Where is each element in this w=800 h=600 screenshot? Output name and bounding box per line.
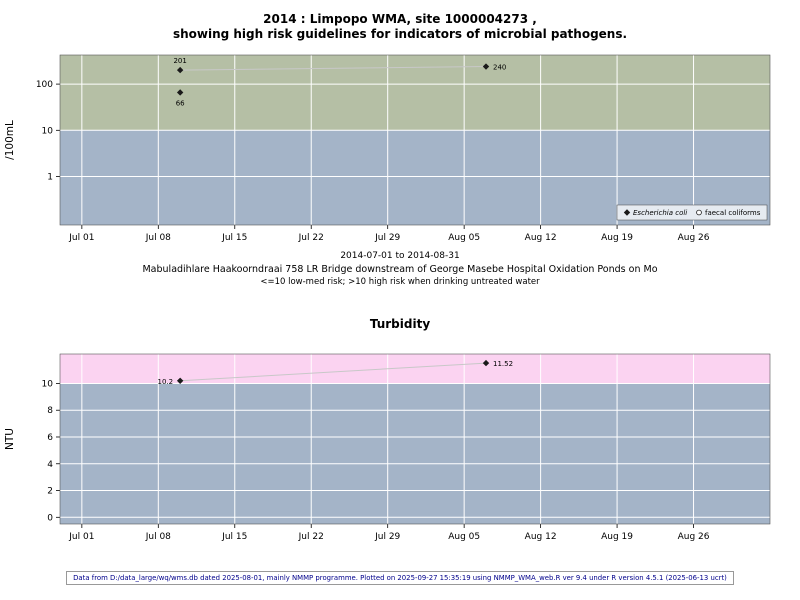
x-axis-tick-label: Aug 19 (601, 233, 633, 243)
x-axis-tick-label: Aug 05 (448, 233, 480, 243)
y-axis-label: NTU (4, 428, 16, 450)
trend-line (180, 362, 487, 382)
x-axis-tick-label: Aug 26 (678, 532, 710, 542)
high-risk-band (60, 55, 770, 131)
x-axis-tick-label: Aug 12 (525, 532, 557, 542)
risk-guideline-caption: <=10 low-med risk; >10 high risk when dr… (260, 277, 540, 287)
data-point-marker (623, 209, 631, 216)
date-range-caption: 2014-07-01 to 2014-08-31 (340, 251, 460, 261)
turbidity-chart-title: Turbidity (369, 317, 431, 331)
data-point-marker (482, 359, 490, 367)
y-axis-label: /100mL (4, 120, 16, 160)
trend-line (180, 66, 487, 71)
x-axis-tick-label: Aug 26 (678, 233, 710, 243)
x-axis-tick-label: Jul 15 (221, 233, 247, 243)
microbial-pathogens-chart: Jul 01 Jul 08 Jul 15 Jul 22 Jul 29 Aug 05 Aug … (4, 54, 771, 243)
y-axis-tick-label: 2 (47, 487, 53, 497)
y-axis-tick-label: 100 (36, 80, 53, 90)
x-axis-tick-label: Jul 22 (298, 532, 324, 542)
legend-label: Escherichia coli (633, 209, 687, 217)
high-risk-band (60, 354, 770, 384)
data-point-label: 240 (493, 64, 506, 72)
x-axis-tick-label: Jul 22 (298, 233, 324, 243)
footer-note: Data from D:/data_large/wq/wms.db dated … (66, 571, 734, 585)
y-axis-tick-label: 0 (47, 513, 53, 523)
y-axis-tick-label: 8 (47, 406, 53, 416)
y-axis-tick-label: 1 (47, 172, 53, 182)
plot-border (59, 353, 771, 525)
microbial-chart-title-line2: showing high risk guidelines for indicat… (172, 27, 628, 41)
data-point-marker (176, 89, 184, 96)
x-axis-tick-label: Jul 15 (221, 532, 247, 542)
low-risk-band (60, 383, 770, 524)
x-axis-tick-label: Jul 08 (145, 532, 171, 542)
data-point-marker (176, 377, 184, 384)
microbial-chart-title: 2014 : Limpopo WMA, site 1000004273 , sh… (0, 0, 800, 42)
x-axis-tick-label: Jul 29 (374, 233, 400, 243)
y-axis-tick-label: 10 (42, 379, 54, 389)
x-axis-tick-label: Aug 05 (448, 532, 480, 542)
legend-label: faecal coliforms (705, 209, 761, 217)
y-axis-tick-label: 10 (42, 126, 54, 136)
y-axis-tick-label: 4 (47, 460, 53, 470)
data-point-label: 66 (176, 99, 185, 107)
y-axis-tick-label: 6 (47, 433, 53, 443)
turbidity-chart: Jul 01 Jul 08 Jul 15 Jul 22 Jul 29 Aug 05 Aug … (4, 353, 771, 542)
data-point-label: 11.52 (493, 360, 513, 368)
x-axis-tick-label: Jul 29 (374, 532, 400, 542)
x-axis-tick-label: Aug 12 (525, 233, 557, 243)
microbial-chart-captions: 2014-07-01 to 2014-08-31 Mabuladihlare H… (0, 251, 800, 287)
x-axis-tick-label: Jul 08 (145, 233, 171, 243)
data-point-marker (696, 209, 702, 216)
x-axis-tick-label: Jul 01 (68, 233, 94, 243)
x-axis-tick-label: Jul 01 (68, 532, 94, 542)
site-description-caption: Mabuladihlare Haakoorndraai 758 LR Bridg… (142, 264, 658, 275)
legend-box (616, 204, 768, 221)
data-point-label: 10.2 (158, 378, 174, 386)
plot-border (59, 54, 771, 226)
data-point-marker (482, 63, 490, 70)
data-point-label: 201 (173, 57, 186, 65)
microbial-chart-title-line1: 2014 : Limpopo WMA, site 1000004273 , (263, 12, 537, 26)
x-axis-tick-label: Aug 19 (601, 532, 633, 542)
